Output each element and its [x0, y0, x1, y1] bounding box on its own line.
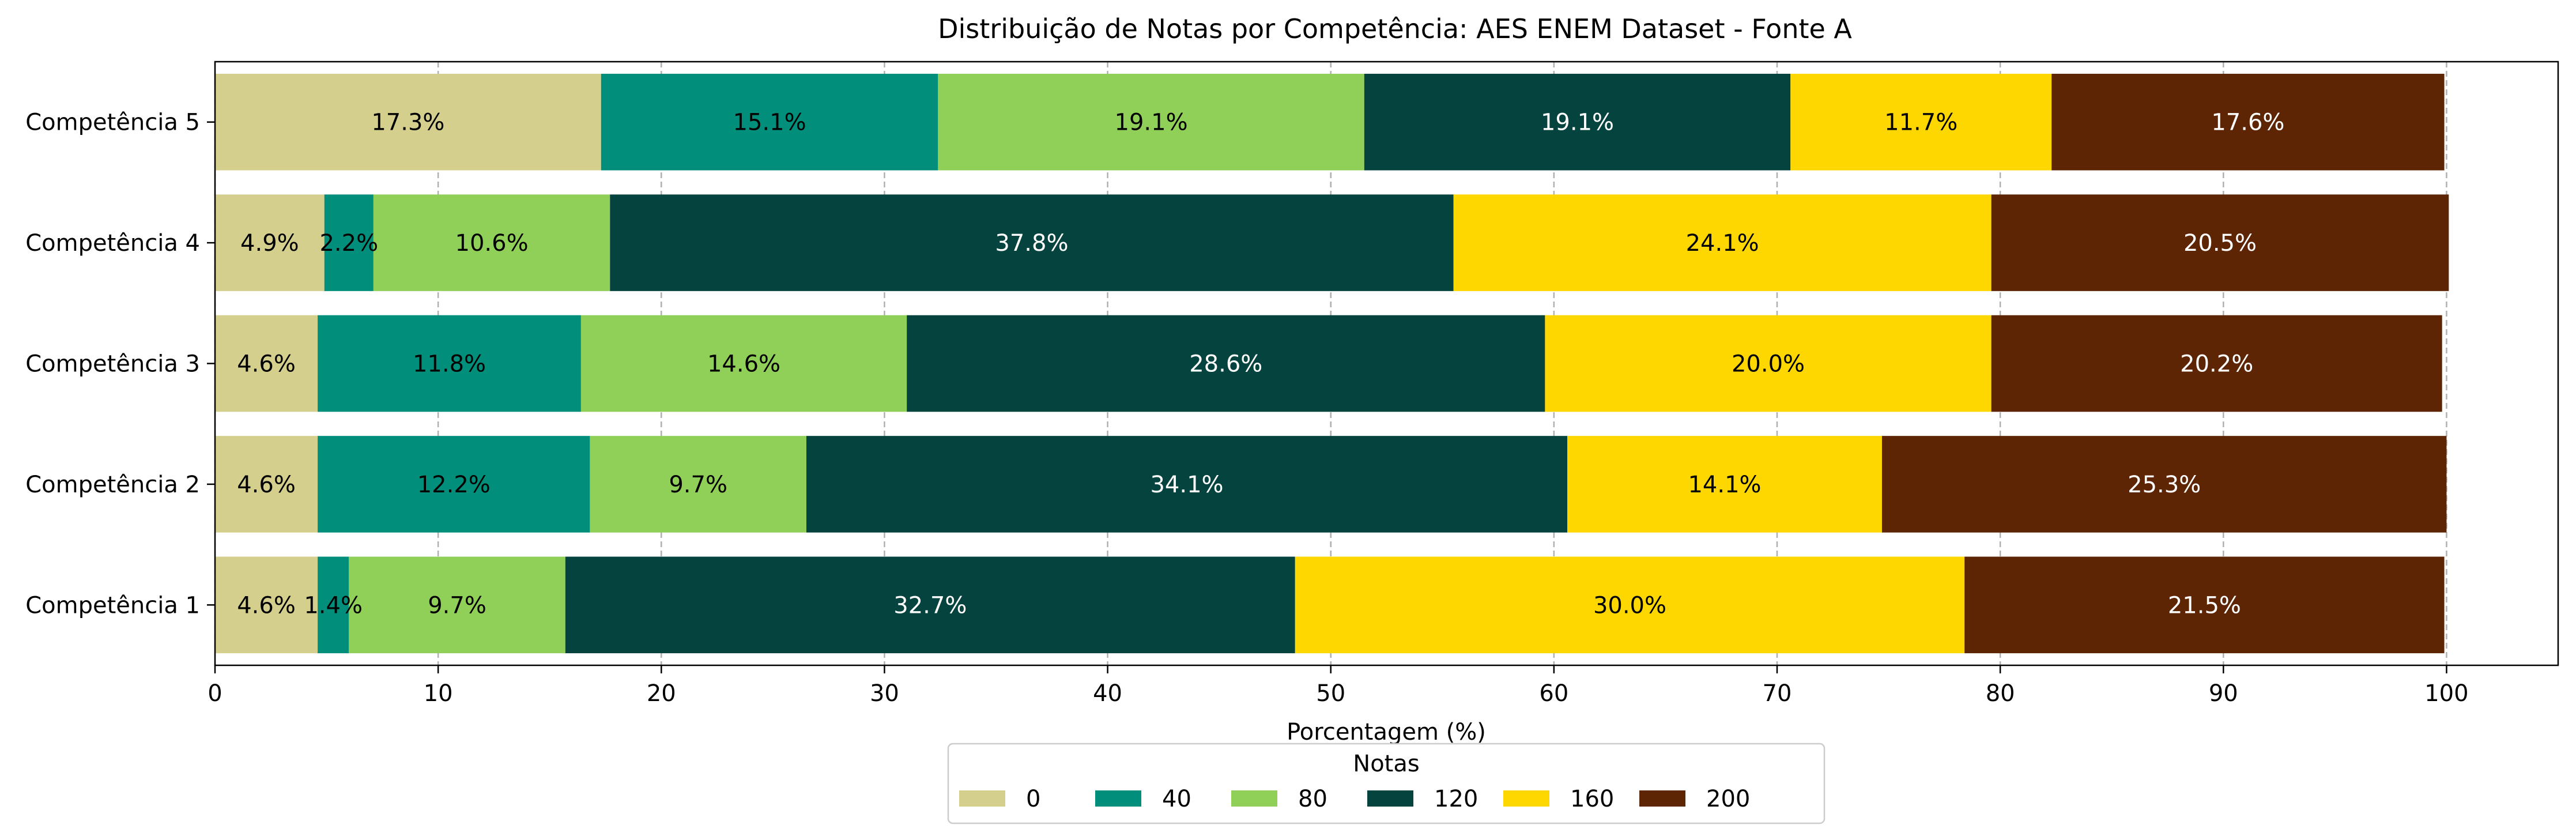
bar-segment: [215, 73, 601, 171]
bar-data-label: 1.4%: [304, 592, 363, 619]
y-category-label: Competência 4: [25, 230, 200, 257]
bar-data-label: 2.2%: [319, 230, 378, 257]
bar-data-label: 10.6%: [455, 230, 529, 257]
bar-segment: [215, 556, 318, 654]
legend-frame: [947, 743, 1826, 824]
y-category-label: Competência 5: [25, 110, 200, 136]
bar-segment: [215, 436, 318, 533]
x-tick-label: 60: [1539, 680, 1568, 707]
bar-data-label: 4.6%: [237, 472, 296, 498]
x-tick-label: 20: [647, 680, 676, 707]
bar-segment: [324, 194, 374, 291]
y-category-label: Competência 1: [25, 592, 200, 619]
bar-segment: [590, 436, 806, 533]
legend-entry-label: 0: [1026, 786, 1040, 812]
bar-data-label: 11.7%: [1884, 110, 1958, 136]
bar-segment: [580, 315, 907, 412]
bar-data-label: 34.1%: [1150, 472, 1223, 498]
x-tick-label: 90: [2209, 680, 2238, 707]
bar-data-label: 30.0%: [1593, 592, 1666, 619]
bars: [215, 73, 2449, 654]
bar-data-label: 4.6%: [237, 592, 296, 619]
bar-data-label: 4.9%: [240, 230, 299, 257]
x-axis: 0 10 20 30 40 50 60 70 80 90 100: [208, 665, 2469, 707]
x-tick-label: 80: [1986, 680, 2015, 707]
y-category-label: Competência 3: [25, 351, 200, 378]
bar-segment: [1881, 436, 2447, 533]
bar-segment: [1364, 73, 1791, 171]
bar-segment: [1453, 194, 1992, 291]
bar-data-label: 9.7%: [428, 592, 486, 619]
bar-data-label: 14.1%: [1688, 472, 1761, 498]
bar-segment: [610, 194, 1454, 291]
bar-segment: [601, 73, 938, 171]
bar-segment: [318, 556, 349, 654]
legend-swatch: [1639, 790, 1685, 807]
bar-data-label: 32.7%: [893, 592, 967, 619]
bar-data-label: 37.8%: [995, 230, 1068, 257]
legend: Notas 0 40 80 120 160 200: [947, 743, 1826, 824]
bar-segment: [215, 315, 318, 412]
bar-data-label: 9.7%: [669, 472, 727, 498]
bar-data-label: 19.1%: [1541, 110, 1614, 136]
x-axis-label: Porcentagem (%): [1287, 719, 1486, 745]
chart-title: Distribuição de Notas por Competência: A…: [938, 13, 1852, 44]
x-tick-label: 10: [424, 680, 453, 707]
bar-segment: [318, 315, 581, 412]
bar-data-label: 28.6%: [1189, 351, 1262, 378]
bar-data-label: 21.5%: [2168, 592, 2241, 619]
bar-data-label: 4.6%: [237, 351, 296, 378]
bar-segment: [806, 436, 1568, 533]
legend-swatch: [1367, 790, 1413, 807]
bar-segment: [907, 315, 1545, 412]
bar-segment: [318, 436, 590, 533]
legend-entry-label: 80: [1298, 786, 1327, 812]
bar-data-label: 11.8%: [413, 351, 486, 378]
bar-segment: [565, 556, 1295, 654]
bar-data-label: 20.5%: [2183, 230, 2257, 257]
legend-entry-label: 160: [1570, 786, 1614, 812]
legend-entry-label: 40: [1162, 786, 1191, 812]
bar-segment: [1964, 556, 2445, 654]
bar-data-label: 20.0%: [1732, 351, 1805, 378]
bar-segment: [1545, 315, 1992, 412]
legend-swatch: [1503, 790, 1549, 807]
bar-segment: [2051, 73, 2445, 171]
bar-segment: [938, 73, 1364, 171]
bar-data-label: 14.6%: [707, 351, 780, 378]
bar-segment: [1295, 556, 1965, 654]
bar-segment: [1991, 315, 2442, 412]
data-labels: 4.6% 1.4% 9.7% 32.7% 30.0% 21.5% 4.6% 12.2% 9.7%…: [237, 110, 2284, 619]
bar-data-label: 24.1%: [1686, 230, 1759, 257]
legend-swatch: [1231, 790, 1277, 807]
x-tick-label: 40: [1093, 680, 1122, 707]
legend-entries: 0 40 80 120 160 200: [959, 786, 1750, 812]
x-tick-label: 50: [1316, 680, 1345, 707]
legend-entry-label: 200: [1706, 786, 1750, 812]
legend-swatch: [1095, 790, 1141, 807]
x-tick-label: 100: [2424, 680, 2468, 707]
bar-segment: [1567, 436, 1882, 533]
bar-data-label: 17.3%: [371, 110, 444, 136]
x-tick-label: 0: [208, 680, 222, 707]
legend-swatch: [959, 790, 1005, 807]
bar-data-label: 20.2%: [2180, 351, 2253, 378]
bar-segment: [1790, 73, 2052, 171]
x-tick-label: 30: [870, 680, 899, 707]
x-tick-label: 70: [1763, 680, 1792, 707]
bar-segment: [349, 556, 565, 654]
bar-segment: [215, 194, 325, 291]
bar-data-label: 25.3%: [2128, 472, 2201, 498]
y-category-label: Competência 2: [25, 472, 200, 498]
y-axis: Competência 1 Competência 2 Competência 3 C…: [25, 110, 215, 619]
bar-data-label: 12.2%: [417, 472, 491, 498]
legend-title: Notas: [1353, 751, 1419, 777]
bar-segment: [1991, 194, 2449, 291]
legend-entry-label: 120: [1434, 786, 1478, 812]
bar-data-label: 17.6%: [2211, 110, 2284, 136]
bar-data-label: 19.1%: [1115, 110, 1188, 136]
bar-data-label: 15.1%: [733, 110, 806, 136]
bar-segment: [373, 194, 610, 291]
